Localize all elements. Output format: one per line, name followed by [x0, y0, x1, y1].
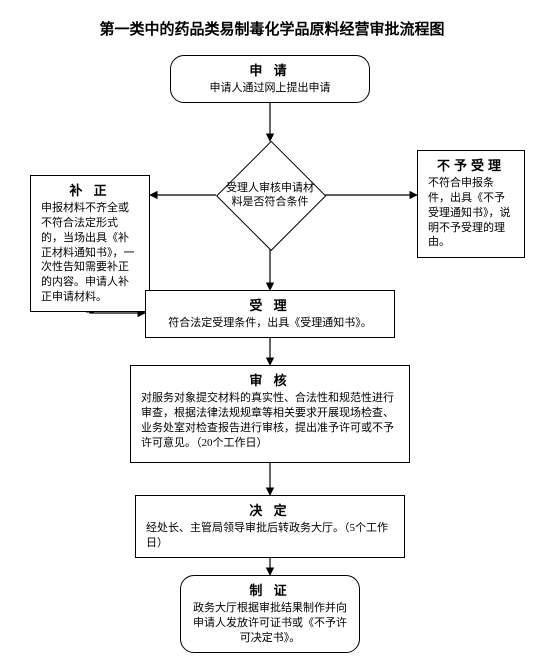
node-reject-title: 不予受理	[428, 155, 514, 174]
node-reject: 不予受理 不符合申报条件，出具《不予受理通知书》，说明不予受理的理由。	[417, 150, 525, 258]
node-correct-title: 补 正	[41, 180, 139, 199]
node-accept-body: 符合法定受理条件，出具《受理通知书》。	[156, 316, 384, 331]
page-title: 第一类中的药品类易制毒化学品原料经营审批流程图	[0, 18, 544, 39]
node-review: 审 核 对服务对象提交材料的真实性、合法性和规范性进行审查，根据法律法规规章等相…	[130, 365, 410, 463]
node-reject-body: 不符合申报条件，出具《不予受理通知书》，说明不予受理的理由。	[428, 176, 514, 250]
node-correct-body: 申报材料不齐全或不符合法定形式的，当场出具《补正材料通知书》，一次性告知需要补正…	[41, 201, 139, 305]
node-apply-title: 申 请	[181, 60, 359, 79]
node-decision-text: 受理人审核申请材料是否符合条件	[216, 141, 324, 249]
node-decide-body: 经处长、主管局领导审批后转政务大厅。（5个工作日）	[146, 521, 394, 551]
node-accept: 受 理 符合法定受理条件，出具《受理通知书》。	[145, 290, 395, 338]
node-cert: 制 证 政务大厅根据审批结果制作并向申请人发放许可证书或《不予许可决定书》。	[180, 575, 360, 653]
node-decide-title: 决 定	[146, 500, 394, 519]
node-apply: 申 请 申请人通过网上提出申请	[170, 55, 370, 103]
node-review-title: 审 核	[141, 370, 399, 389]
node-cert-body: 政务大厅根据审批结果制作并向申请人发放许可证书或《不予许可决定书》。	[191, 601, 349, 646]
canvas: 第一类中的药品类易制毒化学品原料经营审批流程图 申 请 申请人通过网上提出申请 …	[0, 0, 544, 660]
node-apply-body: 申请人通过网上提出申请	[181, 81, 359, 96]
node-accept-title: 受 理	[156, 295, 384, 314]
node-decide: 决 定 经处长、主管局领导审批后转政务大厅。（5个工作日）	[135, 495, 405, 558]
node-cert-title: 制 证	[191, 580, 349, 599]
node-review-body: 对服务对象提交材料的真实性、合法性和规范性进行审查，根据法律法规规章等相关要求开…	[141, 391, 399, 450]
node-correct: 补 正 申报材料不齐全或不符合法定形式的，当场出具《补正材料通知书》，一次性告知…	[30, 175, 150, 312]
node-decision: 受理人审核申请材料是否符合条件	[216, 141, 324, 249]
